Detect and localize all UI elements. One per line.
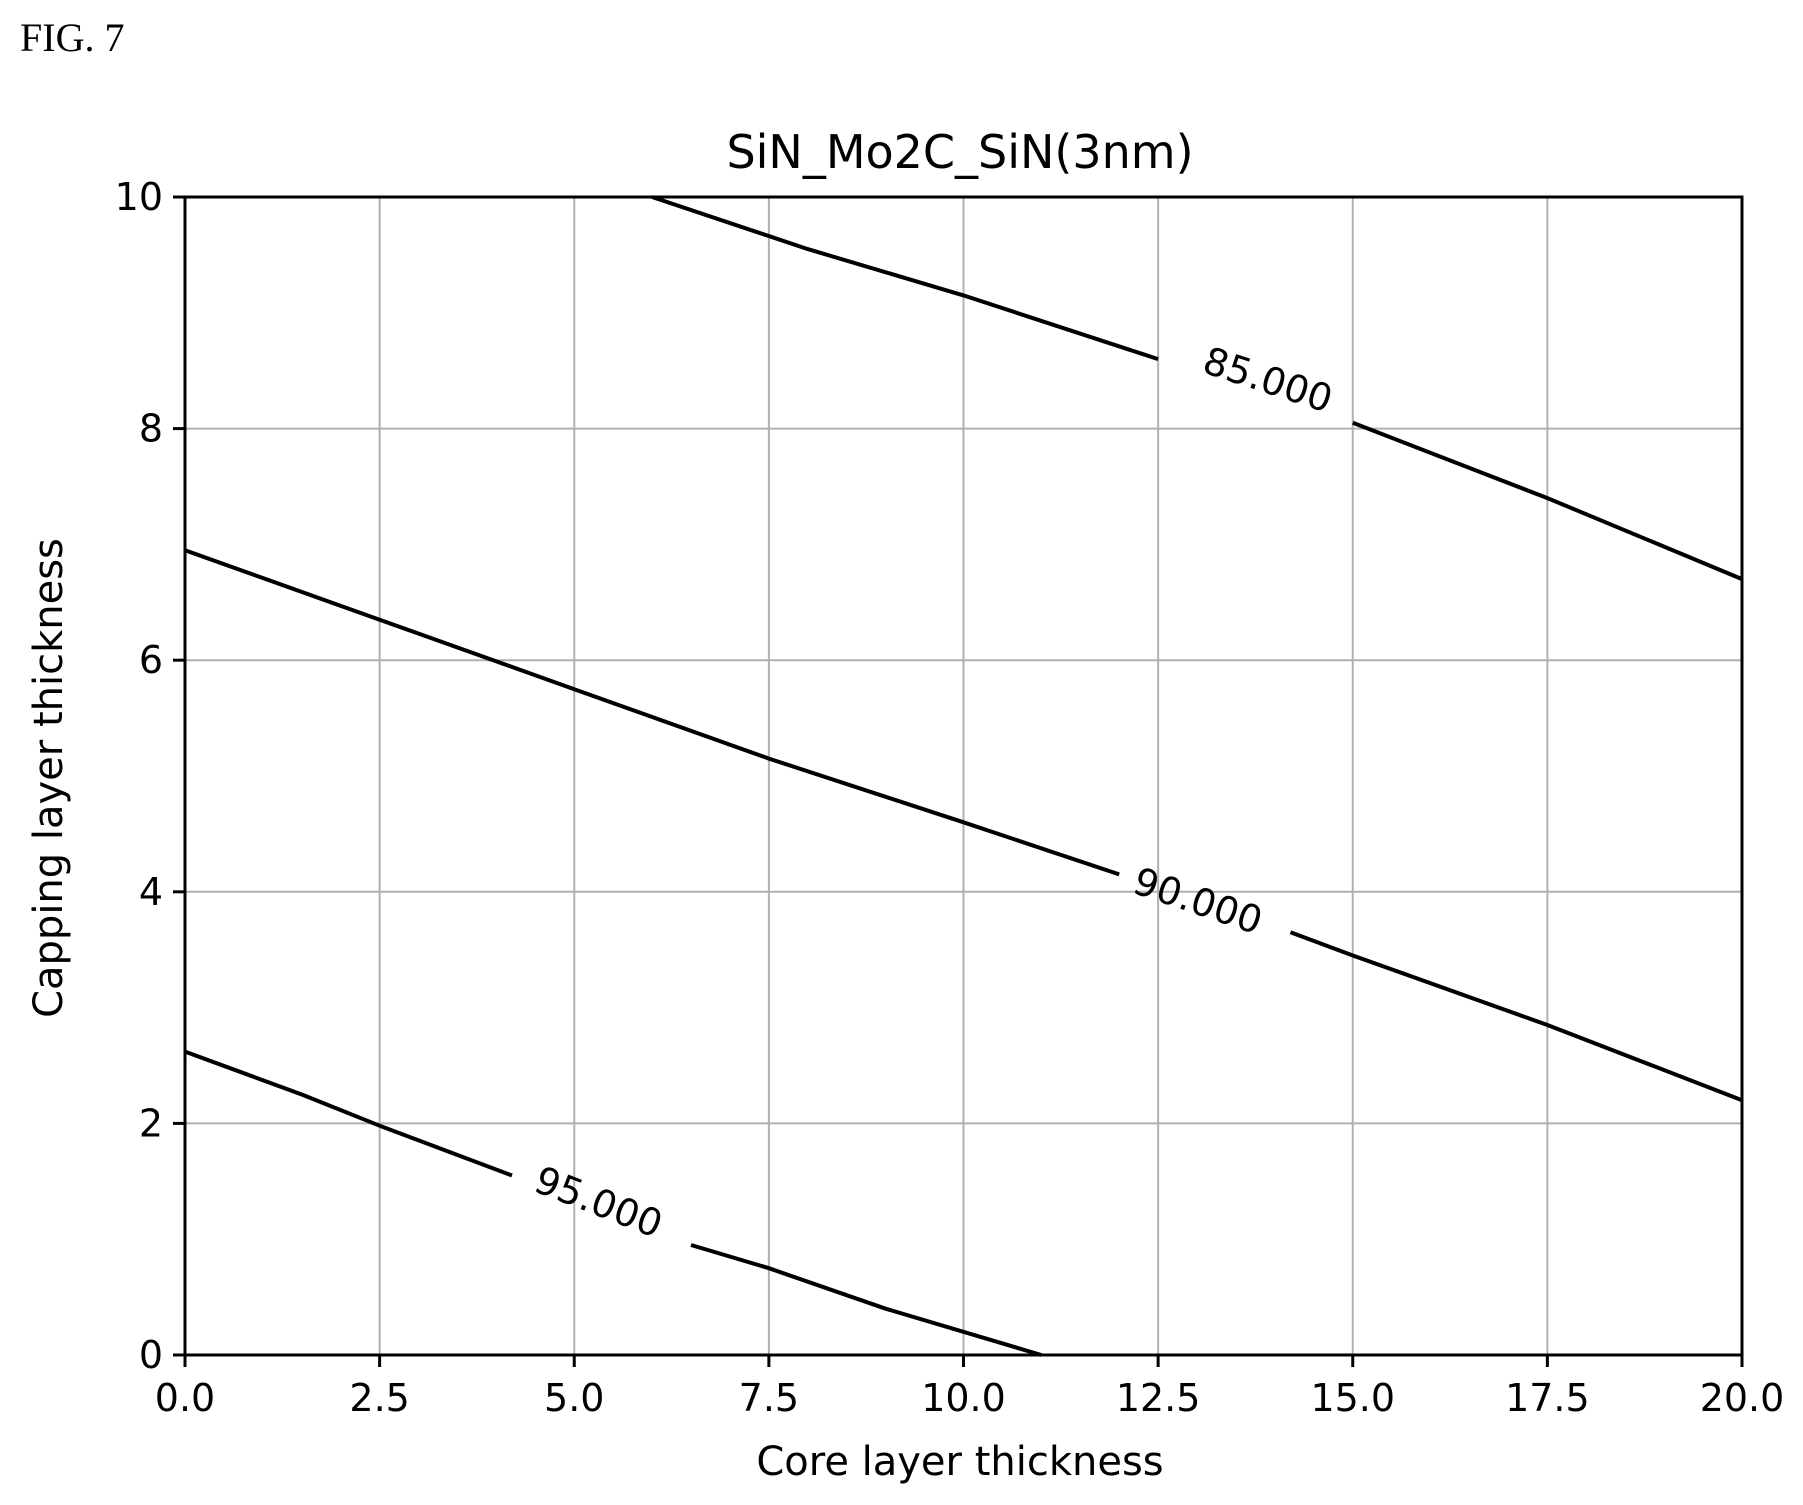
grid-lines — [184, 196, 1743, 1356]
y-axis-label: Capping layer thickness — [26, 538, 72, 1018]
y-tick-label: 2 — [139, 1101, 163, 1145]
contour-line-95 — [184, 1049, 513, 1178]
x-tick-label: 20.0 — [1700, 1376, 1785, 1420]
contour-label-95: 95.000 — [529, 1158, 669, 1247]
contour-line-90 — [1289, 930, 1743, 1103]
y-tick-label: 10 — [115, 175, 163, 219]
x-tick-label: 15.0 — [1310, 1376, 1395, 1420]
contour-line-90 — [184, 548, 1120, 877]
contour-line-85 — [651, 195, 1159, 362]
contour-label-85: 85.000 — [1198, 338, 1338, 421]
y-tick-label: 8 — [139, 407, 163, 451]
y-tick-label: 0 — [139, 1333, 163, 1377]
x-tick-label: 10.0 — [921, 1376, 1006, 1420]
x-tick-label: 7.5 — [739, 1376, 799, 1420]
axis-ticks: 0.0 2.5 5.0 7.5 10.0 12.5 15.0 17.5 20.0 0 2 4 6 8 10 — [115, 175, 1785, 1420]
x-tick-label: 5.0 — [544, 1376, 604, 1420]
contour-line-85 — [1352, 420, 1743, 581]
x-tick-label: 2.5 — [349, 1376, 409, 1420]
figure-label: FIG. 7 — [20, 15, 125, 60]
y-tick-label: 4 — [139, 870, 163, 914]
x-tick-label: 17.5 — [1505, 1376, 1590, 1420]
x-tick-label: 12.5 — [1116, 1376, 1201, 1420]
contour-label-90: 90.000 — [1128, 859, 1268, 943]
chart-title: SiN_Mo2C_SiN(3nm) — [726, 125, 1193, 179]
x-tick-label: 0.0 — [155, 1376, 215, 1420]
y-tick-label: 6 — [139, 638, 163, 682]
x-axis-label: Core layer thickness — [756, 1439, 1163, 1485]
contour-line-95 — [690, 1243, 1042, 1357]
